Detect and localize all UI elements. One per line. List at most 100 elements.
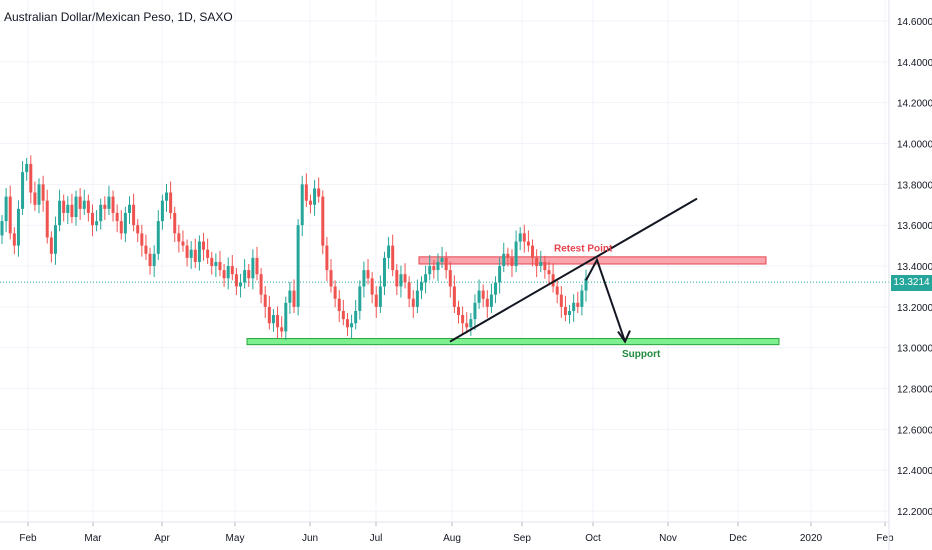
candle-body [267, 306, 271, 324]
candle-body [539, 261, 543, 267]
candle-body [345, 319, 349, 328]
candle-body [152, 253, 156, 267]
candle-body [362, 270, 366, 287]
candle-body [473, 302, 477, 320]
time-tick-label: Feb [876, 533, 894, 544]
candle-body [440, 257, 444, 262]
price-axis: 14.6000 14.4000 14.2000 14.0000 13.8000 13.60… [897, 17, 932, 518]
candle-body [510, 257, 514, 267]
price-tick-label: 13.8000 [897, 180, 932, 191]
candle-body [95, 221, 99, 226]
candle-body [563, 306, 567, 316]
candle-body [419, 282, 423, 291]
arrow-head-icon [617, 330, 631, 344]
time-tick-label: 2020 [800, 533, 823, 544]
candle-body [144, 245, 148, 254]
candle-body [584, 278, 588, 291]
candle-body [329, 270, 333, 287]
candle-body [498, 266, 502, 283]
candle-body [535, 257, 539, 267]
candle-body [448, 270, 452, 287]
candle-body [403, 274, 407, 283]
candle-body [177, 233, 181, 242]
candle-body [202, 241, 206, 250]
price-tick-label: 12.6000 [897, 425, 932, 436]
candle-body [288, 290, 292, 303]
candle-body [271, 315, 275, 324]
candle-body [247, 270, 251, 279]
projection-arrow[interactable] [585, 257, 626, 342]
candle-body [12, 233, 16, 246]
candle-body [62, 200, 66, 213]
candle-body [424, 274, 428, 283]
candle-body [8, 196, 12, 234]
candle-body [140, 233, 144, 246]
candle-body [452, 286, 456, 307]
candle-body [4, 196, 8, 222]
price-tick-label: 12.8000 [897, 385, 932, 396]
candle-body [308, 200, 312, 205]
candle-body [477, 290, 481, 303]
price-tick-label: 13.6000 [897, 221, 932, 232]
candle-body [366, 270, 370, 279]
candle-body [53, 225, 57, 254]
candle-body [189, 249, 193, 258]
candle-body [292, 290, 296, 307]
candle-body [317, 188, 321, 197]
candle-body [251, 257, 255, 279]
candle-body [255, 257, 259, 275]
price-tick-label: 14.2000 [897, 99, 932, 110]
time-tick-label: Aug [443, 533, 461, 544]
price-tick-label: 12.4000 [897, 466, 932, 477]
candlestick-series [0, 155, 588, 340]
candle-body [218, 261, 222, 271]
candle-body [263, 294, 267, 307]
candle-body [74, 196, 78, 218]
candle-body [206, 249, 210, 258]
candle-body [103, 204, 107, 209]
candle-body [489, 294, 493, 307]
candle-body [197, 241, 201, 262]
candle-body [29, 163, 33, 193]
candle-body [576, 302, 580, 307]
candle-body [86, 200, 90, 213]
time-axis: Feb Mar Apr May Jun Jul Aug Sep Oct Nov Dec 2020 Feb [19, 522, 894, 544]
candle-body [78, 196, 82, 209]
price-tick-label: 14.0000 [897, 140, 932, 151]
candle-body [370, 278, 374, 295]
candle-body [300, 184, 304, 226]
candle-body [432, 266, 436, 271]
candle-body [444, 257, 448, 271]
time-tick-label: May [226, 533, 245, 544]
price-tick-label: 13.4000 [897, 262, 932, 273]
candle-body [58, 200, 62, 226]
candle-body [222, 270, 226, 279]
candle-body [99, 204, 103, 222]
candle-body [21, 172, 25, 209]
candle-body [185, 245, 189, 258]
candle-body [457, 306, 461, 316]
candle-body [132, 204, 136, 226]
candle-body [243, 270, 247, 283]
candle-body [169, 192, 173, 213]
candle-body [559, 294, 563, 307]
candle-body [156, 221, 160, 254]
candle-body [391, 245, 395, 271]
candle-body [181, 241, 185, 246]
candle-body [551, 274, 555, 287]
candle-body [160, 200, 164, 222]
candle-body [350, 323, 354, 328]
resistance-zone[interactable] [418, 256, 767, 265]
candle-body [526, 241, 530, 246]
candle-body [280, 327, 284, 332]
candle-body [465, 323, 469, 328]
retest-point-label: Retest Point [554, 244, 613, 255]
candle-body [547, 270, 551, 275]
candle-body [313, 188, 317, 205]
trend-line[interactable] [449, 197, 698, 343]
candle-body [514, 241, 518, 267]
time-tick-label: Apr [154, 533, 170, 544]
candle-body [284, 302, 288, 332]
support-zone[interactable] [246, 338, 780, 346]
